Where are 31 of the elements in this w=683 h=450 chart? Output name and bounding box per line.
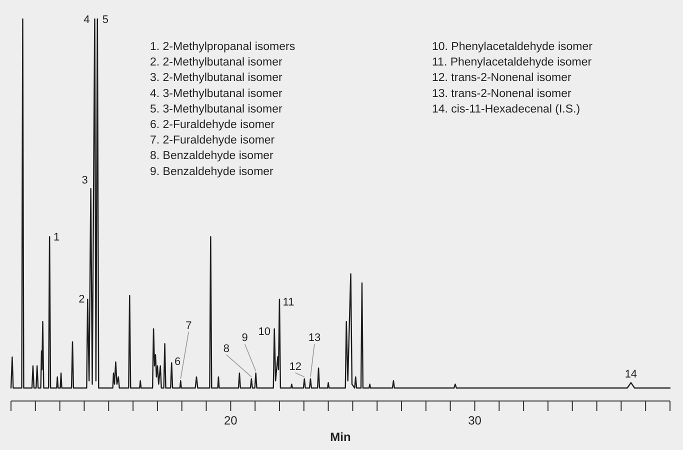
annotation: 12 (289, 360, 302, 373)
x-tick-label: 20 (224, 414, 238, 428)
annotation: 3. 2-Methylbutanal isomer (150, 72, 282, 84)
annotation: 6 (174, 356, 181, 368)
annotation: 14. cis-11-Hexadecenal (I.S.) (432, 103, 580, 116)
annotation: 13. trans-2-Nonenal isomer (432, 88, 572, 100)
annotation: 2 (78, 293, 85, 306)
annotation: 11. Phenylacetaldehyde isomer (432, 56, 592, 69)
annotation: 13 (308, 332, 321, 344)
annotation: 8. Benzaldehyde isomer (150, 150, 274, 162)
annotation: 2. 2-Methylbutanal isomer (150, 56, 282, 69)
annotation: 7 (186, 320, 192, 332)
annotation: 10 (258, 326, 270, 338)
annotation: 5 (102, 14, 108, 26)
x-tick-label: 30 (468, 414, 482, 428)
annotation: 1. 2-Methylpropanal isomers (150, 41, 296, 53)
annotation: 14 (624, 368, 638, 381)
annotation: 11 (282, 296, 294, 308)
annotation: 6. 2-Furaldehyde isomer (150, 119, 275, 131)
annotation: 9. Benzaldehyde isomer (150, 166, 274, 178)
annotation: 10. Phenylacetaldehyde isomer (432, 41, 593, 53)
x-axis-title: Min (330, 430, 351, 444)
annotation: 3 (82, 174, 88, 187)
annotation: 12. trans-2-Nonenal isomer (432, 72, 572, 84)
annotation: 5. 3-Methylbutanal isomer (150, 103, 282, 116)
annotation: 7. 2-Furaldehyde isomer (150, 134, 275, 147)
annotation: 1 (54, 232, 60, 244)
annotation: 4. 3-Methylbutanal isomer (150, 88, 282, 100)
annotation: 4 (84, 14, 90, 26)
annotation: 8 (223, 342, 230, 355)
annotation: 9 (242, 332, 248, 344)
